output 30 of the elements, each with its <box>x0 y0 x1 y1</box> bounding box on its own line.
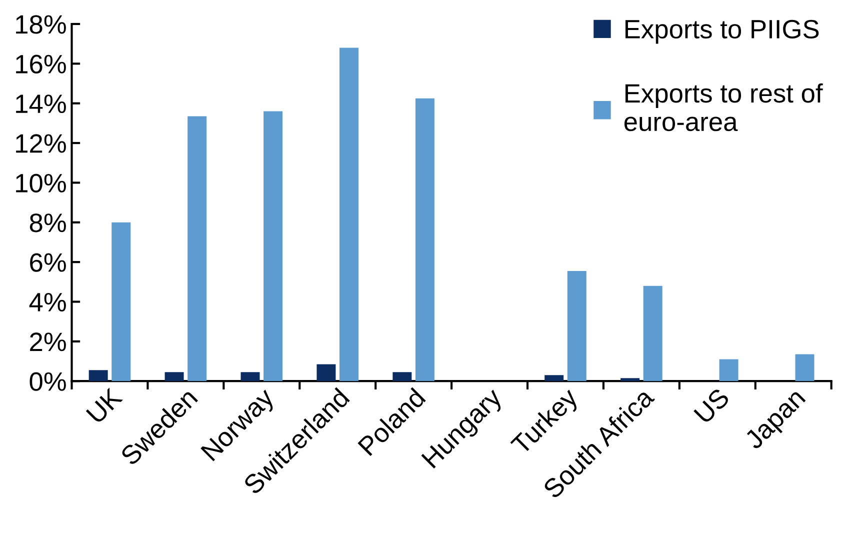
bar <box>264 111 283 382</box>
bar <box>544 375 564 382</box>
bar <box>164 372 184 382</box>
legend-label: Exports to rest of euro-area <box>624 83 823 132</box>
bar <box>240 372 260 382</box>
y-tick-label: 18% <box>16 15 66 34</box>
y-tick-label: 8% <box>30 214 66 232</box>
bar <box>340 48 358 382</box>
bar <box>392 372 412 382</box>
y-tick-label: 0% <box>30 372 66 391</box>
x-tick-label: UK <box>86 386 124 424</box>
y-tick-label: 10% <box>16 174 66 193</box>
y-tick-label: 16% <box>16 54 66 74</box>
x-tick-label: US <box>693 387 730 424</box>
bar <box>643 286 662 382</box>
y-tick-label: 14% <box>16 94 66 114</box>
legend-label: Exports to PIIGS <box>625 20 819 44</box>
y-tick-label: 2% <box>30 332 66 352</box>
bar <box>188 116 207 382</box>
y-tick-label: 4% <box>29 292 66 312</box>
bar <box>415 98 434 382</box>
bar <box>112 222 131 382</box>
bar <box>567 270 586 382</box>
bar <box>620 378 640 382</box>
bar <box>719 359 738 382</box>
bar <box>316 364 336 382</box>
bar <box>88 370 108 382</box>
y-tick-label: 6% <box>30 253 66 272</box>
y-tick-label: 12% <box>16 134 66 153</box>
bar <box>795 354 814 382</box>
